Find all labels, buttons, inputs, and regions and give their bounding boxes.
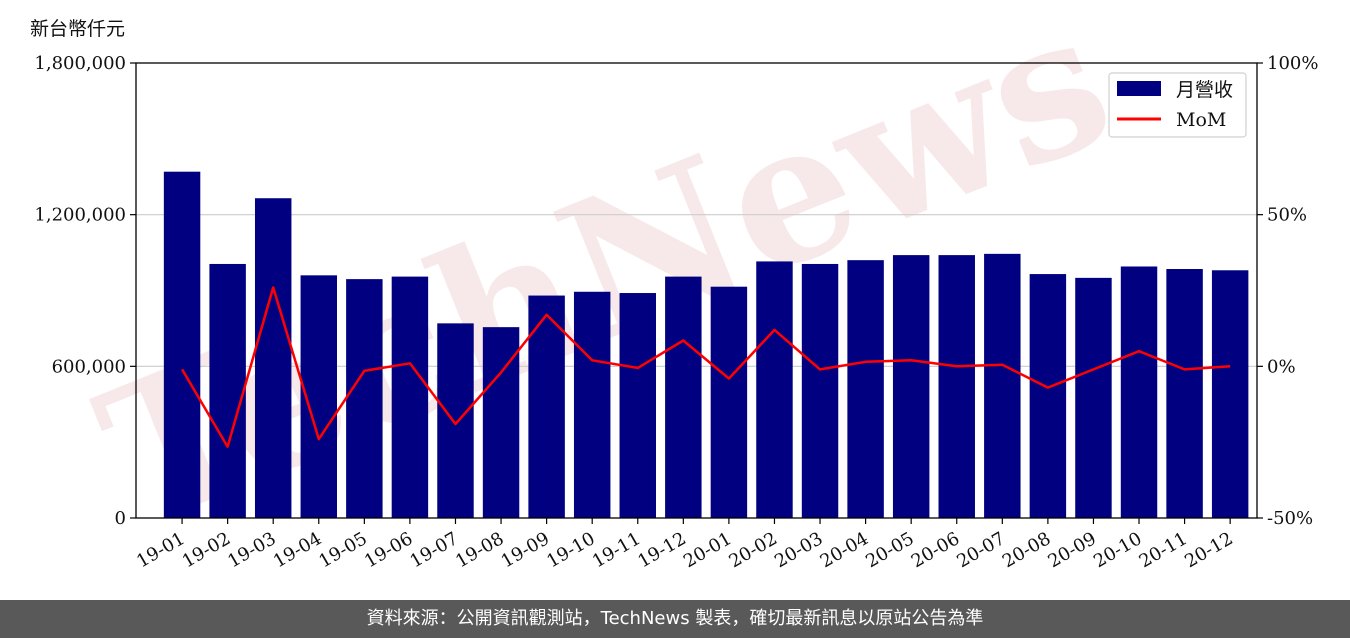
- bar-19-07: [437, 323, 474, 518]
- bar-20-01: [710, 286, 748, 518]
- x-tick-label: 19-04: [270, 528, 325, 572]
- x-tick-label: 19-11: [589, 528, 644, 572]
- x-tick-label: 20-05: [862, 528, 917, 572]
- bar-20-08: [1029, 274, 1067, 518]
- x-tick-label: 19-08: [452, 528, 507, 572]
- x-tick-label: 20-12: [1181, 528, 1236, 572]
- y-axis-unit-label: 新台幣仟元: [30, 18, 126, 40]
- x-tick-label: 20-02: [726, 528, 781, 572]
- bar-19-11: [619, 293, 656, 518]
- bar-20-04: [847, 260, 884, 518]
- legend-label-mom: MoM: [1176, 109, 1226, 131]
- revenue-chart: TechNews 0600,0001,200,0001,800,000-50%0…: [34, 0, 1318, 572]
- line-series: [181, 286, 1231, 448]
- plot-frame: [135, 62, 1258, 519]
- bar-19-06: [391, 276, 429, 518]
- x-tick-label: 20-10: [1090, 528, 1145, 572]
- bar-19-02: [209, 263, 246, 518]
- bar-20-06: [938, 255, 975, 518]
- mom-line: [181, 286, 1231, 448]
- bar-20-12: [1211, 270, 1249, 518]
- x-tick-label: 19-05: [315, 528, 370, 572]
- x-tick-label: 20-08: [999, 528, 1054, 572]
- bar-20-05: [892, 255, 930, 518]
- y-left-tick-label: 0: [115, 508, 126, 529]
- y-right-tick-label: 100%: [1267, 53, 1318, 74]
- bar-19-01: [163, 171, 201, 518]
- legend-swatch-bar: [1117, 81, 1161, 96]
- source-footer: 資料來源：公開資訊觀測站，TechNews 製表，確切最新訊息以原站公告為準: [0, 600, 1350, 638]
- bar-20-09: [1075, 277, 1112, 518]
- bar-19-12: [665, 276, 702, 518]
- bar-19-10: [573, 291, 611, 518]
- x-tick-label: 20-09: [1045, 528, 1100, 572]
- bar-19-05: [346, 279, 383, 518]
- bar-20-02: [756, 261, 793, 518]
- x-tick-label: 19-06: [361, 528, 416, 572]
- x-tick-label: 19-12: [634, 528, 689, 572]
- x-tick-label: 19-09: [498, 528, 553, 572]
- bar-20-10: [1120, 266, 1158, 518]
- x-tick-label: 20-07: [953, 528, 1008, 572]
- x-tick-label: 20-11: [1136, 528, 1191, 572]
- bar-19-09: [528, 295, 565, 518]
- y-left-tick-label: 1,800,000: [34, 53, 126, 74]
- x-tick-label: 20-06: [908, 528, 963, 572]
- y-right-tick-label: 50%: [1267, 205, 1307, 226]
- x-tick-label: 20-03: [771, 528, 826, 572]
- bar-20-11: [1166, 269, 1203, 518]
- x-tick-label: 20-04: [817, 528, 872, 572]
- bar-20-07: [984, 253, 1021, 518]
- x-tick-label: 19-10: [543, 528, 598, 572]
- bar-series: [163, 171, 1249, 518]
- legend: 月營收 MoM: [1108, 72, 1247, 138]
- y-right-tick-label: -50%: [1267, 508, 1313, 529]
- y-right-tick-label: 0%: [1267, 356, 1296, 377]
- x-tick-label: 19-07: [407, 528, 462, 572]
- y-left-tick-label: 600,000: [52, 356, 126, 377]
- x-tick-label: 20-01: [680, 528, 735, 572]
- bar-20-03: [801, 263, 839, 518]
- legend-label-revenue: 月營收: [1176, 79, 1233, 101]
- bar-19-03: [254, 198, 292, 518]
- y-left-tick-label: 1,200,000: [34, 205, 126, 226]
